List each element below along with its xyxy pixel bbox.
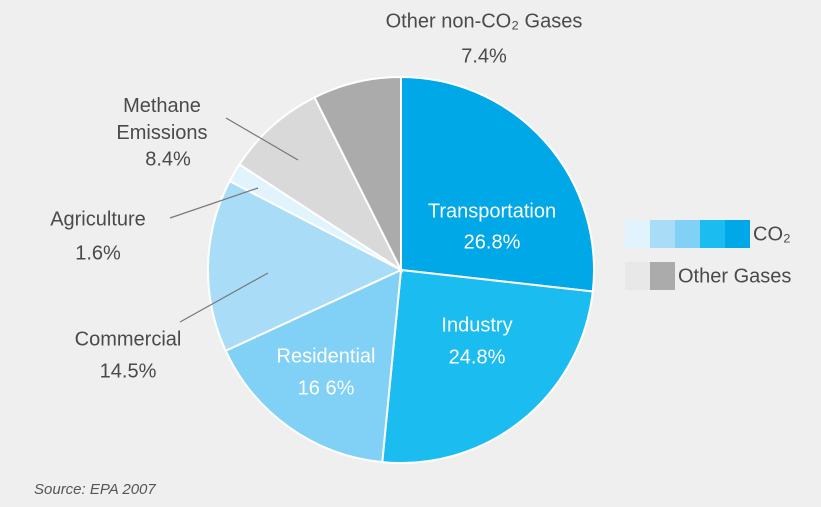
source: Source: EPA 2007 xyxy=(34,481,156,498)
pie-slice xyxy=(224,268,403,464)
slice-label: Methane Emissions xyxy=(116,95,207,144)
pie-slice xyxy=(381,268,594,464)
slice-value-label: 8.4% xyxy=(145,148,191,170)
slice-label: Agriculture xyxy=(50,208,146,230)
legend-swatch xyxy=(700,220,725,248)
pie-slice xyxy=(207,179,404,353)
legend-swatch xyxy=(650,220,675,248)
legend-swatch xyxy=(625,220,650,248)
slice-label: Residential xyxy=(277,345,376,367)
slice-value-label: 14.5% xyxy=(100,360,157,382)
pie-slice xyxy=(238,96,404,273)
leader-line xyxy=(169,187,259,219)
leader-line xyxy=(225,117,299,161)
legend-swatch xyxy=(650,262,675,290)
slice-label: Industry xyxy=(441,314,512,336)
slice-value-label: 26.8% xyxy=(464,231,521,253)
slice-label: Transportation xyxy=(428,200,556,222)
slice-value-label: 16 6% xyxy=(298,377,355,399)
slice-value-label: 24.8% xyxy=(449,346,506,368)
leader-line xyxy=(179,272,269,323)
legend-swatch xyxy=(675,220,700,248)
slice-label: Commercial xyxy=(75,328,182,350)
slice-value-label: 1.6% xyxy=(75,242,121,264)
slice-value-label: 7.4% xyxy=(461,45,507,67)
pie-slice xyxy=(313,75,402,271)
slice-label: Other non-CO₂ Gases xyxy=(386,10,583,32)
legend-label: Other Gases xyxy=(678,265,791,287)
legend-swatch xyxy=(725,220,750,248)
legend-swatch xyxy=(625,262,650,290)
legend-label: CO₂ xyxy=(753,223,791,245)
pie-slice xyxy=(400,75,595,293)
